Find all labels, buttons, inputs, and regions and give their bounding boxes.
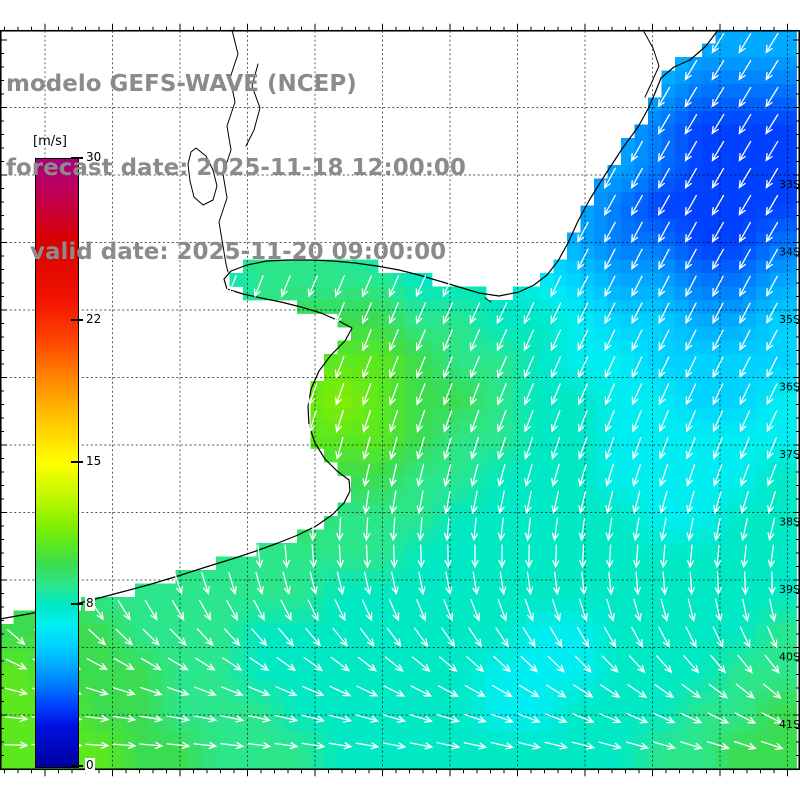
lat-labels: 33S 34S 35S 36S 37S 38S 39S 40S 41S <box>779 178 800 731</box>
coastline-layer <box>0 29 719 620</box>
plot-frame <box>0 29 800 771</box>
colorbar-tick <box>71 319 83 322</box>
graticule <box>0 30 800 770</box>
lat-label: 37S <box>779 448 800 461</box>
river-line <box>484 297 492 303</box>
lat-label: 34S <box>779 246 800 259</box>
colorbar-tick <box>71 461 83 463</box>
lat-label: 41S <box>779 718 800 731</box>
colorbar-tick-label: 0 <box>85 758 95 773</box>
lagoon-outline <box>187 147 218 206</box>
coastline <box>0 29 719 620</box>
lat-label: 33S <box>779 178 800 191</box>
lat-label: 35S <box>779 313 800 326</box>
lat-label: 39S <box>779 583 800 596</box>
river-line <box>642 29 660 98</box>
lat-label: 38S <box>779 516 800 529</box>
lat-label: 36S <box>779 381 800 394</box>
lat-label: 40S <box>779 651 800 664</box>
colorbar-tick-label: 8 <box>85 595 95 611</box>
colorbar-tick <box>71 765 83 767</box>
colorbar-tick-label: 22 <box>85 312 103 328</box>
colorbar-tick <box>71 157 83 159</box>
wind-arrows <box>4 32 784 750</box>
wind-speed-cells <box>0 30 797 770</box>
colorbar-gradient <box>35 158 79 768</box>
river-line <box>245 63 261 147</box>
colorbar-unit-label: [m/s] <box>33 134 67 149</box>
river-line <box>218 29 239 273</box>
colorbar-tick <box>71 602 83 605</box>
colorbar-tick-label: 30 <box>85 150 103 165</box>
axis-ticks <box>0 23 800 777</box>
colorbar-tick-label: 15 <box>85 454 103 469</box>
